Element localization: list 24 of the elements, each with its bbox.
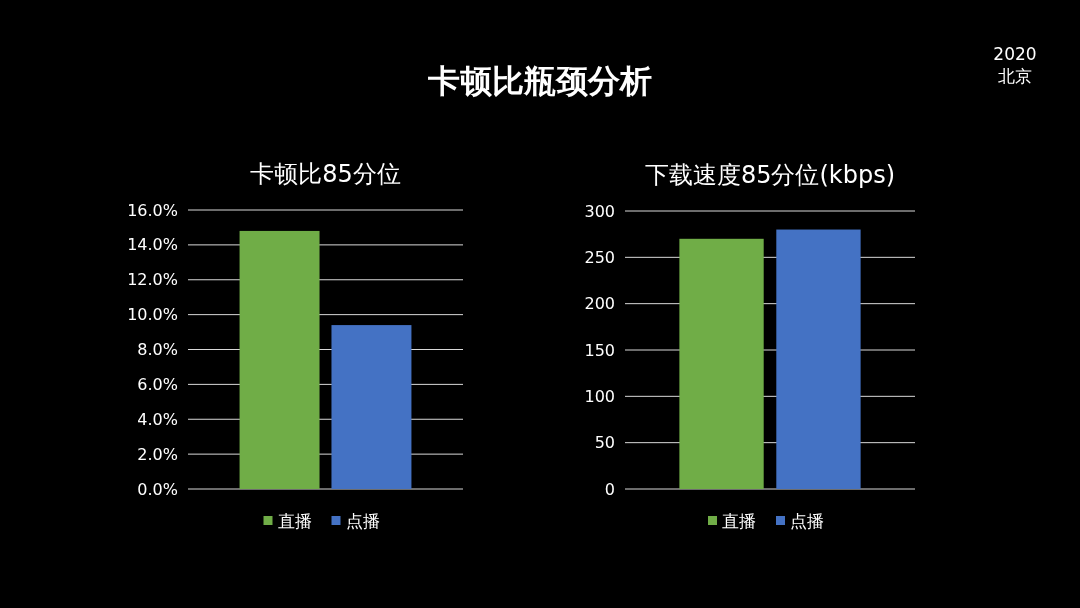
y-tick-label: 14.0% <box>127 235 178 255</box>
text: 卡顿比瓶颈分析 <box>427 62 652 100</box>
chart-title: 卡顿比85分位 <box>250 160 401 188</box>
y-tick-label: 300 <box>584 201 615 221</box>
y-tick-label: 0.0% <box>137 479 178 499</box>
legend-label: 直播 <box>722 510 756 531</box>
y-tick-label: 250 <box>584 247 615 267</box>
text: 2020 北京 <box>993 44 1037 86</box>
y-tick-label: 6.0% <box>137 374 178 394</box>
y-tick-label: 50 <box>594 433 615 453</box>
y-tick-label: 0 <box>604 479 615 499</box>
chart-title: 下载速度85分位(kbps) <box>644 161 896 189</box>
y-tick-label: 10.0% <box>127 305 178 325</box>
y-tick-label: 12.0% <box>127 270 178 290</box>
legend-label: 点播 <box>345 510 380 531</box>
legend-label: 点播 <box>790 510 824 531</box>
legend-label: 直播 <box>277 510 312 531</box>
y-tick-label: 16.0% <box>127 200 178 220</box>
y-tick-label: 4.0% <box>137 409 178 429</box>
y-tick-label: 200 <box>584 294 615 314</box>
y-tick-label: 2.0% <box>137 444 178 464</box>
y-tick-label: 150 <box>584 340 615 360</box>
y-tick-label: 100 <box>584 386 615 406</box>
y-tick-label: 8.0% <box>137 340 178 360</box>
